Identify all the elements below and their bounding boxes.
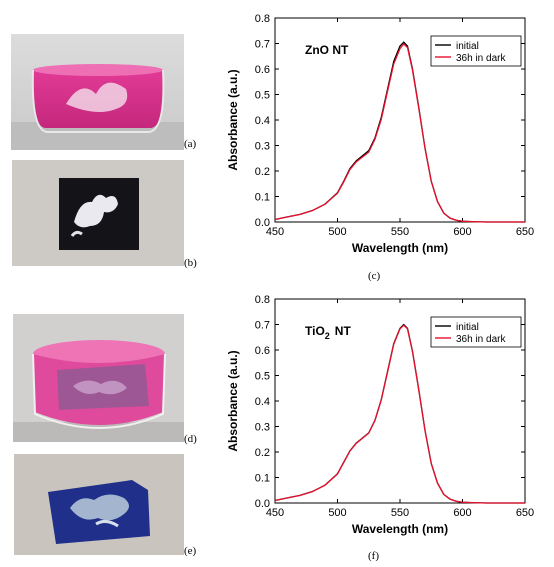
series-line-initial (274, 323, 525, 504)
x-tick-label: 550 (391, 507, 409, 519)
y-tick-label: 0.4 (255, 115, 270, 127)
x-tick-label: 600 (453, 226, 471, 238)
x-tick-label: 650 (516, 226, 534, 238)
white-film (74, 194, 118, 228)
panel-label-d: (d) (184, 433, 197, 445)
y-tick-label: 0.8 (255, 13, 270, 25)
x-tick-label: 450 (266, 507, 284, 519)
photo-d-drawing (13, 314, 184, 442)
material-annotation: ZnO NT (305, 43, 349, 57)
y-axis-label: Absorbance (a.u.) (226, 350, 240, 451)
photo-a-beaker (11, 34, 184, 150)
material-annotation: TiO2 NT (305, 324, 351, 341)
photo-e-drawing (14, 454, 184, 555)
y-tick-label: 0.6 (255, 64, 270, 76)
x-tick-label: 450 (266, 226, 284, 238)
chart-znO-absorbance: 450 500 550 600 650 0.0 0.1 0.2 0.3 0.4 0.5 0.6 0.7 0… (226, 13, 534, 255)
y-axis-label: Absorbance (a.u.) (226, 69, 240, 170)
y-tick-label: 0.5 (255, 90, 270, 102)
legend-label: 36h in dark (456, 53, 506, 64)
x-tick-label: 650 (516, 507, 534, 519)
panel-label-f: (f) (368, 550, 379, 562)
legend-label: initial (456, 322, 479, 333)
photo-d-beaker (13, 314, 184, 442)
y-tick-label: 0.3 (255, 422, 270, 434)
photo-e-sample (14, 454, 184, 555)
series-line-36h-dark (274, 324, 525, 504)
series-line-initial (274, 41, 525, 223)
x-tick-label: 600 (453, 507, 471, 519)
x-axis-label: Wavelength (nm) (352, 522, 448, 536)
series-line-36h-dark (274, 43, 525, 223)
chart-tio2-absorbance: 450 500 550 600 650 0.0 0.1 0.2 0.3 0.4 0.5 0.6 0.7 0… (226, 294, 534, 536)
annotation-main: TiO (305, 324, 325, 338)
panel-label-a: (a) (184, 138, 197, 150)
y-tick-label: 0.4 (255, 396, 270, 408)
y-tick-label: 0.7 (255, 320, 270, 332)
x-tick-label: 550 (391, 226, 409, 238)
y-tick-label: 0.2 (255, 166, 270, 178)
annotation-tail: NT (335, 324, 352, 338)
x-tick-label: 500 (328, 507, 346, 519)
y-tick-label: 0.2 (255, 447, 270, 459)
legend-label: initial (456, 41, 479, 52)
photo-b-drawing (12, 160, 184, 266)
panel-label-c: (c) (368, 270, 381, 282)
photo-b-sample (12, 160, 184, 266)
legend-box (430, 35, 522, 67)
photo-a-drawing (11, 34, 184, 150)
y-tick-label: 0.5 (255, 371, 270, 383)
panel-label-b: (b) (184, 257, 197, 269)
annotation-subscript: 2 (325, 331, 330, 341)
y-tick-label: 0.7 (255, 39, 270, 51)
y-tick-label: 0.6 (255, 345, 270, 357)
y-tick-label: 0.1 (255, 192, 270, 204)
film-sample (66, 82, 128, 113)
film-pattern (70, 494, 129, 521)
legend-label: 36h in dark (456, 334, 506, 345)
x-axis-label: Wavelength (nm) (352, 241, 448, 255)
panel-label-e: (e) (184, 545, 197, 557)
y-tick-label: 0.0 (255, 498, 270, 510)
y-tick-label: 0.0 (255, 217, 270, 229)
y-tick-label: 0.3 (255, 141, 270, 153)
x-tick-label: 500 (328, 226, 346, 238)
legend-box (430, 316, 522, 348)
y-tick-label: 0.1 (255, 473, 270, 485)
y-tick-label: 0.8 (255, 294, 270, 306)
